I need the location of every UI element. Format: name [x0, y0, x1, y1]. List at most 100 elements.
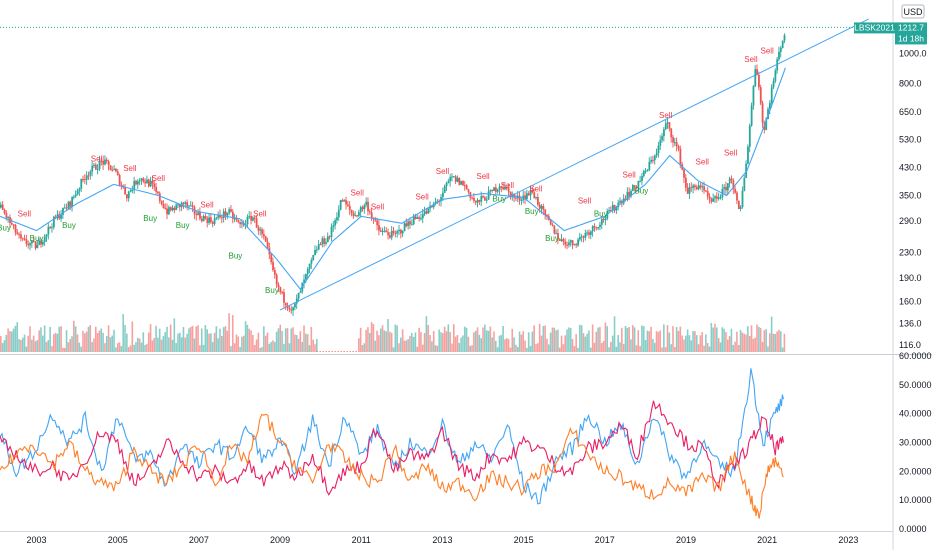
volume-bar: [299, 331, 302, 352]
time-axis[interactable]: 2003 2005 2007 2009 2011 2013 2015 2017 2019 2021…: [27, 535, 859, 545]
sell-signal-label: Sell: [123, 164, 137, 173]
volume-bar: [473, 332, 475, 352]
candle-body: [264, 236, 267, 242]
volume-bar: [175, 343, 177, 352]
candle-body: [756, 69, 759, 75]
volume-bar: [51, 346, 53, 352]
volume-bar: [681, 335, 683, 352]
sell-signal-label: Sell: [744, 55, 758, 64]
volume-bar: [193, 338, 196, 352]
volume-bar: [414, 332, 417, 352]
candle-body: [65, 207, 68, 209]
volume-bar: [368, 333, 371, 352]
volume-bar: [259, 347, 261, 352]
buy-signal-label: Buy: [0, 224, 11, 233]
candle-body: [421, 214, 424, 219]
volume-bar: [421, 344, 424, 352]
volume-bar: [405, 340, 408, 352]
candle-body: [610, 209, 612, 211]
volume-bar: [266, 332, 269, 352]
candle-body: [526, 193, 528, 199]
candle-body: [36, 244, 39, 249]
candle-body: [630, 190, 632, 197]
volume-bar: [252, 334, 254, 352]
candle-body: [699, 185, 702, 188]
candle-body: [7, 217, 10, 219]
candle-body: [273, 270, 276, 275]
volume-bar: [695, 335, 698, 352]
volume-bar: [56, 333, 59, 352]
candle-body: [591, 226, 594, 232]
volume-bar: [126, 333, 128, 352]
volume-bar: [622, 343, 625, 352]
volume-bar: [726, 339, 729, 352]
candle-body: [562, 239, 565, 242]
volume-bar: [579, 324, 581, 352]
volume-layer: [0, 313, 786, 352]
candle-body: [445, 183, 448, 187]
volume-bar: [281, 330, 283, 352]
candle-body: [330, 226, 333, 238]
candle-body: [495, 187, 497, 192]
candle-body: [544, 209, 547, 215]
candle-body: [478, 200, 481, 202]
volume-bar: [191, 325, 194, 352]
candle-body: [641, 176, 643, 182]
candle-body: [328, 236, 331, 238]
volume-bar: [504, 339, 506, 352]
candle-body: [739, 207, 742, 209]
volume-bar: [653, 342, 656, 352]
volume-bar: [286, 328, 289, 352]
candle-body: [542, 206, 545, 210]
candle-body: [449, 177, 452, 182]
volume-bar: [105, 336, 108, 352]
volume-bar: [204, 325, 207, 352]
candle-body: [582, 236, 585, 238]
candle-body: [224, 211, 227, 216]
volume-bar: [582, 333, 585, 352]
oscillator-axis[interactable]: 60.0000 50.0000 40.0000 30.0000 20.0000 10.00…: [899, 351, 932, 534]
candle-body: [173, 207, 176, 211]
volume-bar: [632, 325, 634, 352]
time-tick-label: 2017: [595, 535, 615, 545]
price-axis[interactable]: 1000.0 800.0 650.0 530.0 430.0 350.0 290.0 230.…: [899, 49, 927, 350]
volume-bar: [109, 337, 112, 352]
candle-body: [290, 309, 293, 311]
candle-body: [195, 213, 198, 216]
candle-body: [368, 211, 371, 213]
volume-bar: [621, 327, 623, 352]
volume-bar: [496, 347, 499, 352]
candle-body: [222, 211, 225, 218]
volume-bar: [758, 326, 760, 352]
volume-bar: [774, 333, 777, 352]
volume-bar: [264, 335, 267, 352]
candle-body: [392, 230, 395, 233]
candle-body: [524, 195, 527, 199]
candle-body: [314, 250, 316, 256]
volume-bar: [210, 333, 212, 352]
time-tick-label: 2023: [838, 535, 858, 545]
candle-body: [337, 209, 340, 218]
volume-bar: [233, 343, 236, 352]
volume-bar: [84, 333, 86, 352]
candle-body: [774, 70, 777, 82]
volume-bar: [182, 327, 185, 352]
volume-bar: [434, 345, 437, 352]
candle-body: [420, 218, 422, 220]
volume-bar: [549, 332, 552, 352]
currency-label: USD: [903, 7, 923, 17]
candle-body: [109, 165, 112, 170]
volume-bar: [290, 328, 293, 352]
sell-signal-label: Sell: [724, 149, 738, 158]
volume-bar: [255, 339, 258, 352]
candle-body: [367, 201, 369, 212]
candle-body: [648, 161, 651, 171]
currency-badge[interactable]: USD: [901, 4, 925, 19]
trendline[interactable]: [279, 18, 869, 311]
volume-bar: [608, 347, 610, 352]
candle-body: [460, 181, 463, 185]
volume-bar: [12, 328, 15, 352]
sell-signal-label: Sell: [476, 172, 490, 181]
volume-bar: [74, 326, 77, 352]
